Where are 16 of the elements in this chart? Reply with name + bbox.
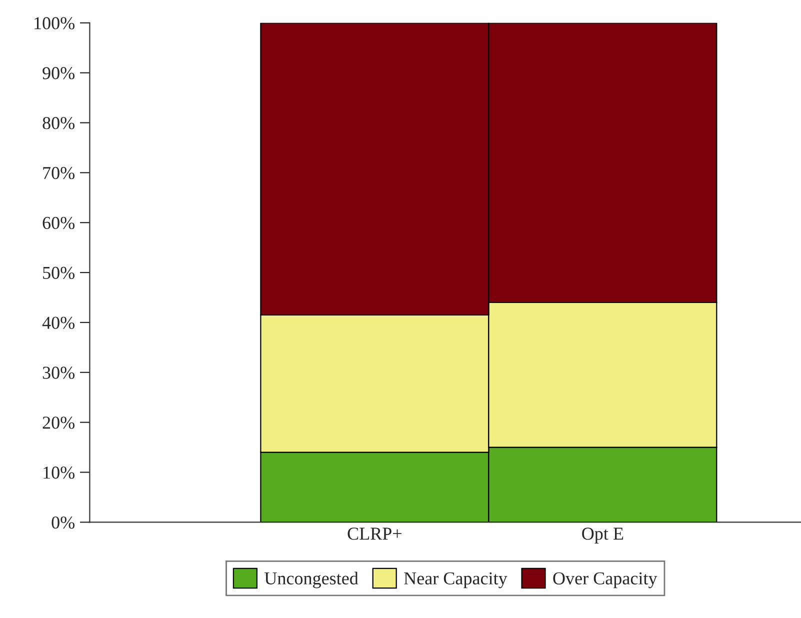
y-tick-label: 90% (42, 67, 75, 80)
y-tick-label: 50% (43, 266, 75, 280)
legend-label: Uncongested (264, 572, 358, 588)
y-tick-label: 70% (43, 166, 75, 180)
y-tick-label: 0% (52, 516, 75, 529)
legend-label: Over Capacity (553, 572, 658, 588)
y-tick-label: 40% (42, 316, 75, 329)
y-tick-label: 20% (42, 416, 75, 429)
legend-label: Near Capacity (404, 572, 508, 588)
y-tick-label: 100% (34, 17, 75, 30)
x-tick-label: Opt E (582, 528, 624, 544)
x-tick-label: CLRP+ (348, 528, 402, 540)
y-tick-label: 10% (44, 466, 75, 479)
y-tick-label: 80% (42, 116, 75, 130)
y-tick-label: 30% (42, 366, 75, 379)
y-tick-label: 60% (42, 216, 75, 230)
